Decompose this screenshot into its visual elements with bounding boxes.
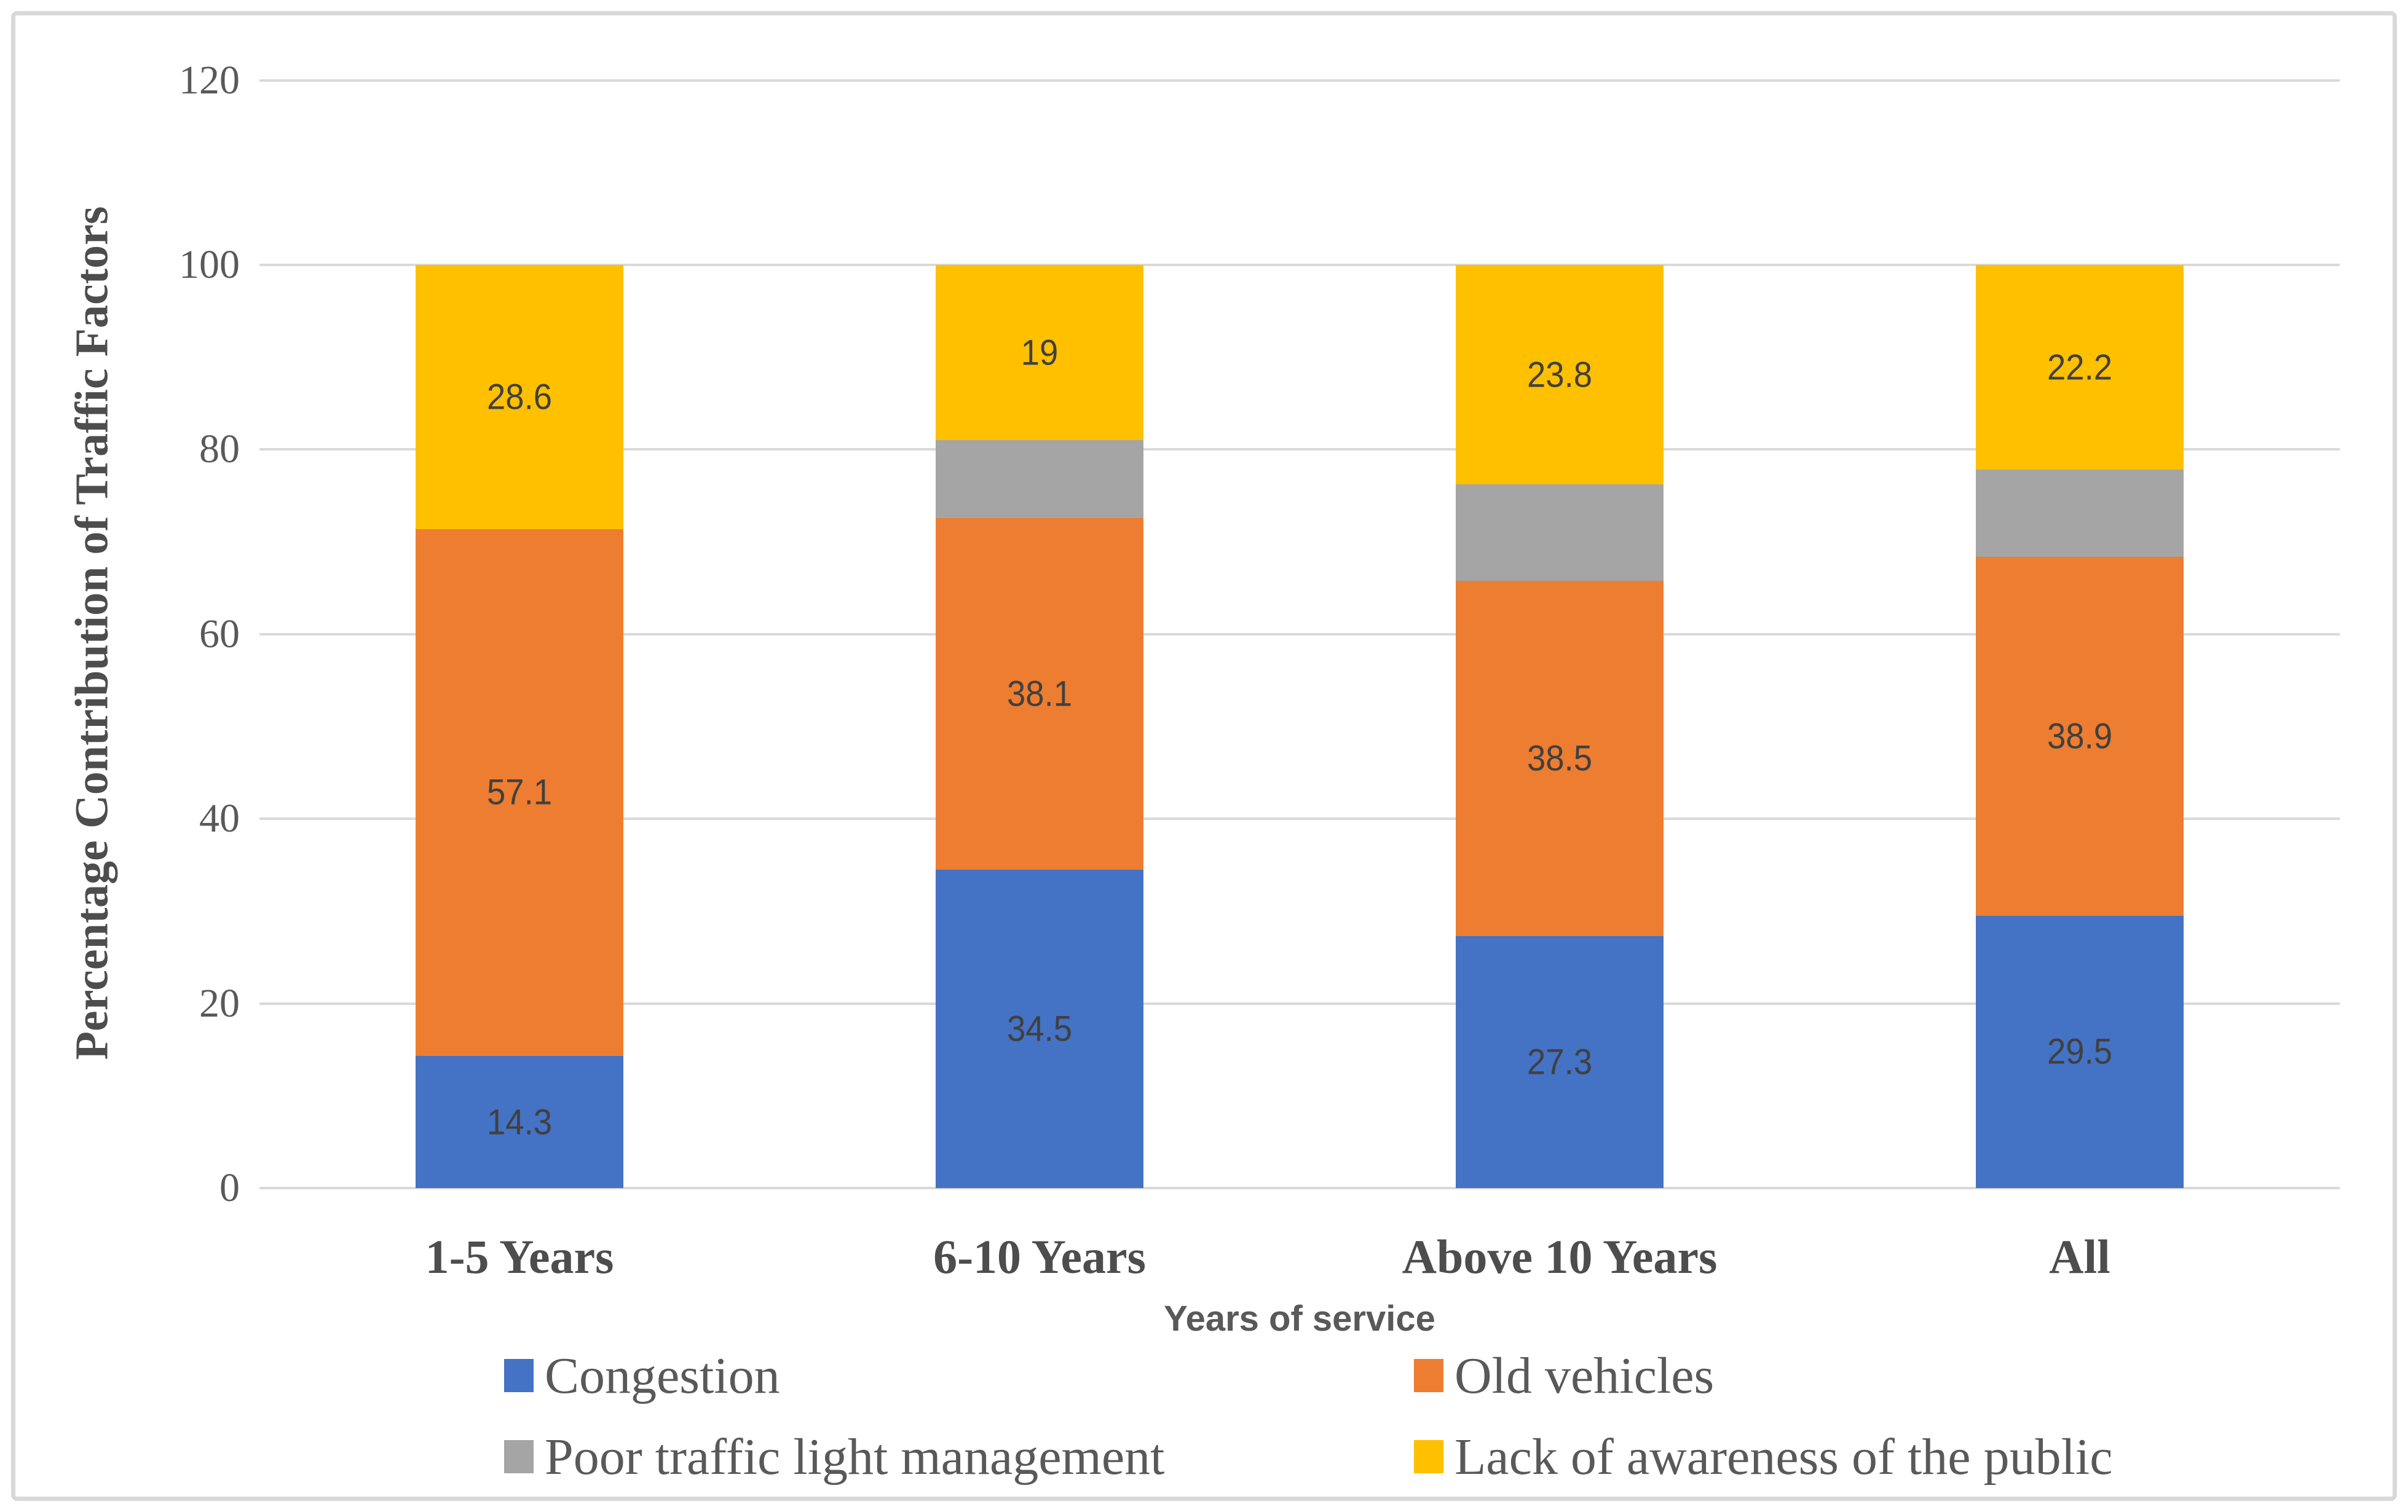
legend-item-congestion: Congestion xyxy=(504,1346,780,1405)
bar-data-label: 38.9 xyxy=(2047,716,2113,757)
bar-data-label: 38.1 xyxy=(1006,674,1073,714)
bar-data-label: 29.5 xyxy=(2047,1031,2113,1072)
y-axis-title: Percentage Contribution of Traffic Facto… xyxy=(66,206,118,1060)
bar-data-label: 14.3 xyxy=(486,1102,553,1143)
legend-label: Lack of awareness of the public xyxy=(1455,1428,2113,1486)
gridline xyxy=(259,632,2340,636)
bar-data-label: 22.2 xyxy=(2047,347,2113,388)
gridline xyxy=(259,79,2340,82)
y-tick-label: 20 xyxy=(199,980,240,1026)
y-tick-label: 100 xyxy=(179,242,240,287)
y-tick-label: 120 xyxy=(179,57,240,103)
bar-segment-old-vehicles xyxy=(1976,556,2184,916)
x-category-label: All xyxy=(2049,1230,2110,1283)
y-tick-label: 40 xyxy=(199,796,240,841)
bar-segment-poor-traffic-light-management xyxy=(1976,470,2184,557)
bar-data-label: 38.5 xyxy=(1526,738,1593,779)
bar-segment-congestion xyxy=(1976,915,2184,1188)
bar-segment-poor-traffic-light-management xyxy=(1456,484,1664,581)
bar-segment-lack-of-awareness-of-the-public xyxy=(416,265,623,529)
x-category-label: Above 10 Years xyxy=(1402,1230,1718,1283)
bar-data-label: 27.3 xyxy=(1526,1042,1593,1082)
x-axis-title: Years of service xyxy=(1164,1299,1435,1339)
bar-segment-lack-of-awareness-of-the-public xyxy=(936,265,1143,441)
bar-data-label: 23.8 xyxy=(1526,355,1593,395)
bar-segment-lack-of-awareness-of-the-public xyxy=(1456,265,1664,485)
bar-segment-congestion xyxy=(416,1056,623,1188)
gridline xyxy=(259,817,2340,821)
legend-label: Poor traffic light management xyxy=(545,1428,1165,1486)
gridline xyxy=(259,264,2340,266)
bar-data-label: 57.1 xyxy=(486,772,553,813)
bar-segment-old-vehicles xyxy=(936,518,1143,870)
x-category-label: 6-10 Years xyxy=(933,1230,1146,1283)
bar-segment-old-vehicles xyxy=(416,529,623,1057)
gridline xyxy=(259,448,2340,451)
bar-segment-old-vehicles xyxy=(1456,580,1664,936)
bar-data-label: 34.5 xyxy=(1006,1009,1073,1049)
legend-label: Congestion xyxy=(545,1347,780,1404)
y-tick-label: 80 xyxy=(199,427,240,472)
bar-data-label: 28.6 xyxy=(486,377,553,417)
legend-item-lack-of-awareness-of-the-public: Lack of awareness of the public xyxy=(1414,1427,2113,1486)
legend-swatch-icon xyxy=(1414,1359,1443,1392)
bar-data-label: 19 xyxy=(1020,333,1059,373)
legend-swatch-icon xyxy=(504,1359,534,1392)
legend-swatch-icon xyxy=(504,1440,534,1473)
legend-item-old-vehicles: Old vehicles xyxy=(1414,1346,1714,1405)
bar-segment-lack-of-awareness-of-the-public xyxy=(1976,265,2184,470)
y-tick-label: 0 xyxy=(219,1165,240,1210)
x-category-label: 1-5 Years xyxy=(425,1230,614,1283)
bar-segment-poor-traffic-light-management xyxy=(936,440,1143,518)
legend-label: Old vehicles xyxy=(1455,1347,1715,1404)
gridline xyxy=(259,1002,2340,1005)
y-tick-label: 60 xyxy=(199,611,240,656)
gridline xyxy=(259,1187,2340,1189)
legend-swatch-icon xyxy=(1414,1440,1443,1473)
legend-item-poor-traffic-light-management: Poor traffic light management xyxy=(504,1427,1165,1486)
bar-segment-congestion xyxy=(1456,935,1664,1188)
bar-segment-congestion xyxy=(936,869,1143,1188)
